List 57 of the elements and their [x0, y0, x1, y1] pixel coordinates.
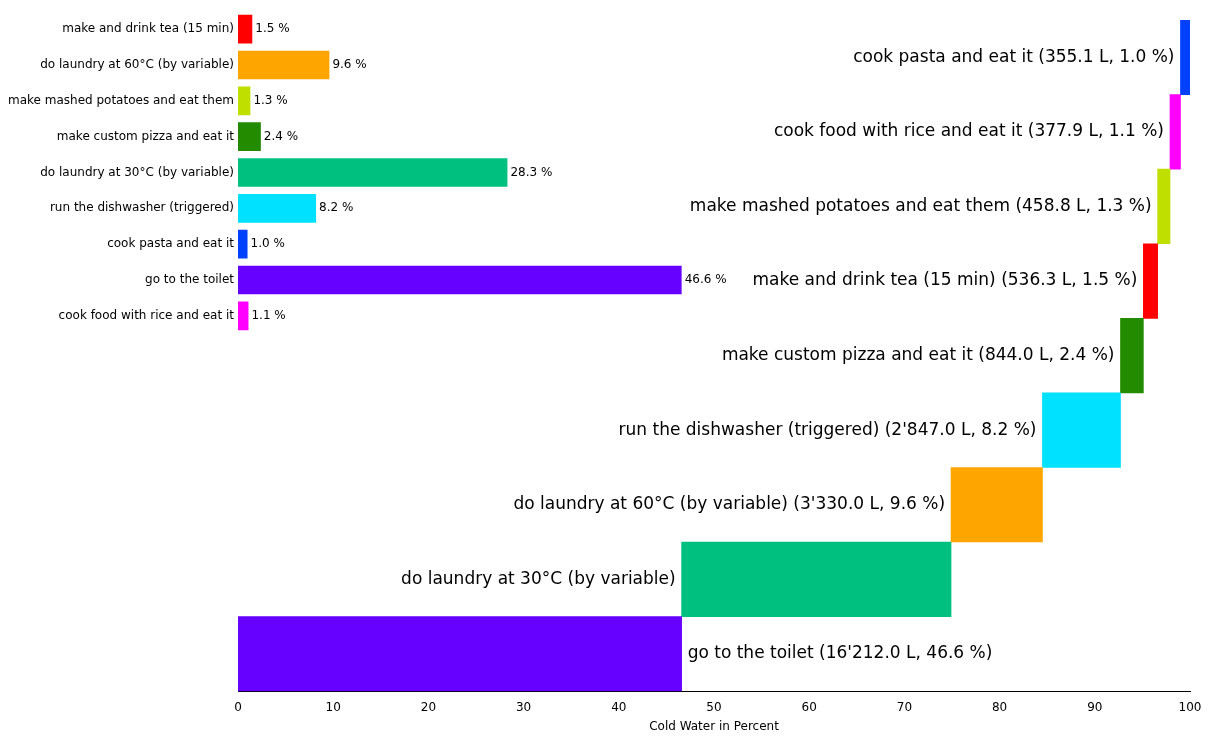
x-tick-label: 40: [611, 699, 627, 714]
y-tick-label: make and drink tea (15 min): [62, 21, 234, 36]
bar: [950, 467, 1043, 543]
y-tick-label: make custom pizza and eat it (844.0 L, 2.4 %): [721, 344, 1115, 365]
data-label: 2.4 %: [263, 128, 299, 143]
bar: [1120, 317, 1144, 394]
x-tick-label: 10: [325, 699, 341, 714]
x-axis-title: Cold Water in Percent: [649, 718, 780, 733]
y-tick-label: run the dishwasher (triggered): [49, 200, 234, 215]
y-tick-label: cook pasta and eat it: [107, 236, 235, 251]
x-tick-label: 0: [234, 699, 242, 714]
x-tick-label: 50: [706, 699, 722, 714]
data-label: 1.3 %: [253, 92, 288, 107]
data-label: 1.0 %: [250, 236, 285, 251]
x-tick-label: 70: [896, 699, 913, 714]
x-tick-label: 90: [1087, 699, 1103, 714]
x-tick-label: 20: [420, 699, 437, 714]
data-label: 9.6 %: [332, 57, 367, 72]
y-tick-label: cook food with rice and eat it (377.9 L, 1.1 %): [773, 120, 1165, 141]
y-tick-label: make mashed potatoes and eat them (458.8 L, 1.3 %): [689, 194, 1152, 215]
x-tick-label: 60: [801, 699, 817, 714]
y-tick-label: make and drink tea (15 min) (536.3 L, 1.5 %): [752, 269, 1138, 290]
bar: [238, 158, 508, 187]
y-tick-label: run the dishwasher (triggered) (2'847.0 L, 8.2 %): [618, 418, 1037, 439]
bar: [1180, 20, 1190, 95]
data-label: 46.6 %: [684, 272, 727, 287]
y-tick-label: cook pasta and eat it (355.1 L, 1.0 %): [853, 45, 1175, 66]
bar: [238, 50, 330, 80]
x-tick-label: 80: [991, 699, 1008, 714]
y-tick-label: make custom pizza and eat it: [56, 128, 235, 143]
bar: [238, 86, 251, 116]
data-label: 28.3 %: [510, 164, 553, 179]
y-tick-label: do laundry at 60°C (by variable) (3'330.0 L, 9.6 %): [513, 493, 946, 514]
y-tick-label: cook food with rice and eat it: [58, 308, 235, 322]
y-tick-label: do laundry at 60°C (by variable): [40, 57, 234, 72]
bar: [238, 265, 682, 295]
data-label: 1.5 %: [255, 21, 290, 36]
data-label: 1.1 %: [251, 308, 286, 322]
bar: [238, 301, 249, 331]
bar: [1042, 392, 1121, 468]
y-tick-label: do laundry at 30°C (by variable): [401, 567, 676, 588]
y-tick-label: do laundry at 30°C (by variable): [40, 164, 234, 179]
y-tick-label: make mashed potatoes and eat them: [7, 92, 234, 107]
y-tick-label: go to the toilet: [145, 272, 235, 287]
data-label: 8.2 %: [319, 200, 354, 215]
x-tick-label: 30: [515, 699, 532, 714]
bar: [238, 229, 248, 259]
bar: [238, 14, 253, 44]
bar: [238, 194, 317, 223]
bar: [238, 122, 261, 151]
bar: [238, 616, 682, 692]
bar: [1143, 243, 1158, 319]
x-tick-label: 100: [1178, 699, 1202, 714]
bar: [681, 541, 952, 617]
bar: [1169, 94, 1181, 170]
y-tick-label: go to the toilet (16'212.0 L, 46.6 %): [687, 642, 993, 663]
bar: [1157, 168, 1171, 245]
